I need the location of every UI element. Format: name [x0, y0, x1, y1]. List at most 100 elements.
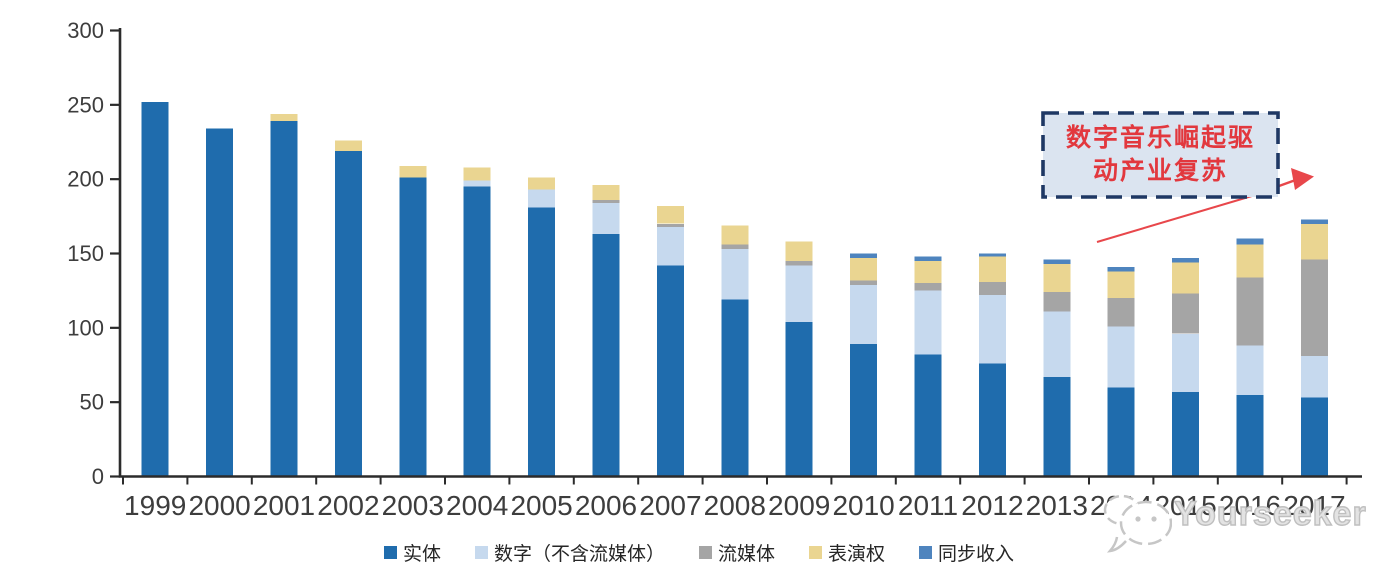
bar-segment-2007-s1 [656, 226, 684, 266]
legend-item-2: 流媒体 [698, 539, 775, 566]
bar-segment-2016-s0 [1236, 394, 1264, 477]
bar-segment-2017-s4 [1300, 219, 1328, 224]
bar-segment-2014-s0 [1107, 387, 1135, 477]
bars [141, 101, 1328, 477]
legend-label: 数字（不含流媒体） [493, 544, 665, 565]
x-axis-label: 2011 [898, 490, 958, 521]
bar-segment-2012-s4 [978, 253, 1006, 257]
bar-segment-2008-s1 [721, 249, 749, 300]
bar-segment-2005-s3 [528, 177, 556, 190]
bar-segment-2016-s4 [1236, 238, 1264, 245]
bar-segment-2008-s2 [721, 244, 749, 250]
legend-label: 同步收入 [938, 544, 1015, 565]
bar-segment-2016-s1 [1236, 345, 1264, 395]
annotation-leader-line [1096, 192, 1263, 243]
bar-segment-2010-s3 [850, 258, 878, 281]
bar-segment-2015-s1 [1172, 333, 1200, 392]
bar-segment-2006-s3 [592, 185, 620, 200]
x-axis-label: 2006 [575, 490, 637, 521]
bar-segment-2004-s0 [463, 186, 491, 477]
bar-segment-2017-s2 [1300, 259, 1328, 356]
legend-item-3: 表演权 [809, 539, 885, 566]
bar-segment-2010-s0 [850, 344, 878, 477]
bar-segment-2010-s1 [850, 284, 878, 345]
chat-bubbles-icon [1103, 494, 1172, 553]
annotation-box [1041, 111, 1280, 199]
x-axis-label: 2010 [832, 490, 894, 521]
x-axis-label: 2009 [768, 490, 830, 521]
bar-segment-2010-s2 [850, 280, 878, 285]
bar-segment-2005-s1 [528, 189, 556, 208]
bar-segment-2017-s0 [1300, 397, 1328, 477]
x-axis-label: 2007 [639, 490, 701, 521]
y-axis-label: 50 [80, 390, 104, 415]
bar-segment-2011-s3 [914, 260, 942, 284]
bar-segment-2011-s4 [914, 256, 942, 261]
x-axis-label: 2013 [1026, 490, 1088, 521]
bar-segment-2012-s3 [978, 256, 1006, 282]
bar-segment-2006-s2 [592, 200, 620, 203]
bar-segment-2009-s3 [785, 241, 813, 261]
bar-segment-2001-s3 [270, 113, 298, 122]
bar-segment-2009-s1 [785, 265, 813, 322]
bar-segment-2013-s4 [1043, 259, 1071, 264]
x-axis-label: 2002 [317, 490, 379, 521]
legend-label: 表演权 [828, 544, 886, 565]
bar-segment-2013-s0 [1043, 376, 1071, 477]
watermark-text: Yourseeker [1173, 494, 1367, 533]
watermark: Yourseeker [1096, 488, 1398, 558]
legend-swatch [809, 546, 822, 559]
bar-segment-2006-s1 [592, 203, 620, 235]
legend-label: 实体 [402, 544, 441, 565]
bar-segment-2003-s0 [399, 177, 427, 477]
annotation-arrowhead [1291, 168, 1314, 190]
bar-segment-2014-s1 [1107, 326, 1135, 388]
bar-segment-2007-s0 [656, 265, 684, 477]
legend-swatch [474, 546, 488, 559]
x-axis-label: 2012 [961, 490, 1023, 521]
bar-segment-1999-s0 [141, 101, 169, 477]
x-axis-label: 2017 [1283, 490, 1345, 521]
bar-segment-2008-s0 [721, 299, 749, 477]
bar-segment-2017-s3 [1300, 223, 1328, 260]
bar-segment-2011-s1 [914, 290, 942, 355]
bar-segment-2013-s3 [1043, 263, 1071, 293]
legend-label: 流媒体 [717, 544, 775, 565]
bar-segment-2006-s0 [592, 234, 620, 477]
bar-segment-2001-s0 [270, 121, 298, 477]
legend-item-1: 数字（不含流媒体） [474, 539, 665, 566]
bar-segment-2013-s1 [1043, 311, 1071, 377]
legend-item-4: 同步收入 [919, 539, 1014, 566]
bar-segment-2017-s1 [1300, 356, 1328, 398]
bar-segment-2015-s2 [1172, 293, 1200, 334]
x-axis-label: 2001 [253, 490, 315, 521]
y-axis-label: 0 [92, 464, 104, 489]
bar-segment-2012-s1 [978, 295, 1006, 364]
bar-segment-2002-s0 [334, 150, 362, 477]
bar-segment-2009-s2 [785, 260, 813, 266]
bar-segment-2015-s0 [1172, 391, 1200, 477]
legend-item-0: 实体 [383, 539, 441, 566]
y-axis-label: 300 [67, 18, 104, 43]
bar-segment-2011-s0 [914, 354, 942, 477]
x-axis-label: 2000 [188, 490, 250, 521]
y-axis-label: 200 [67, 167, 104, 192]
y-axis-label: 250 [67, 92, 104, 117]
bar-segment-2008-s3 [721, 225, 749, 245]
bar-segment-2007-s2 [656, 223, 684, 227]
y-axis-label: 150 [67, 241, 104, 266]
bar-segment-2010-s4 [850, 253, 878, 258]
bar-segment-2004-s1 [463, 180, 491, 187]
x-axis-label: 2008 [704, 490, 766, 521]
legend-swatch [698, 546, 712, 559]
legend-swatch [919, 546, 933, 559]
bar-segment-2014-s4 [1107, 266, 1135, 272]
x-axis-label: 2003 [382, 490, 444, 521]
bar-segment-2016-s3 [1236, 244, 1264, 278]
bar-segment-2012-s0 [978, 363, 1006, 477]
chart-legend: 实体 数字（不含流媒体） 流媒体 表演权 同步收入 [0, 539, 1398, 566]
x-axis-label: 1999 [124, 490, 186, 521]
bar-segment-2007-s3 [656, 205, 684, 224]
